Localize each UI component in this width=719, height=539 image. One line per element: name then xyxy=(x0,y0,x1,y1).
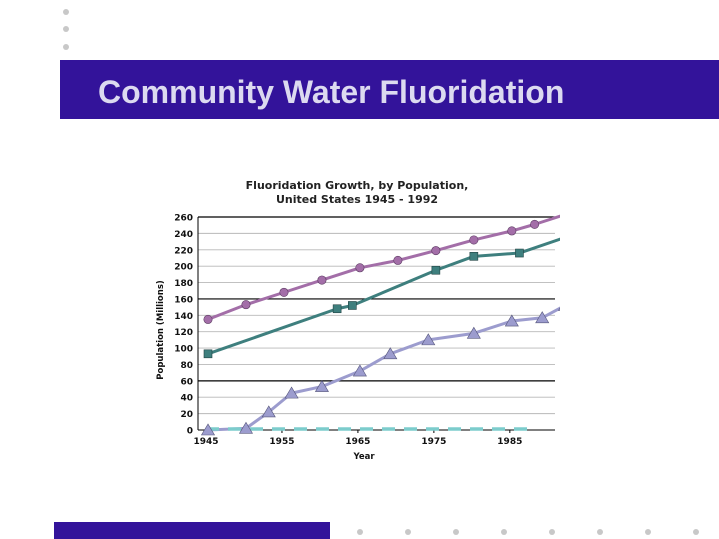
triangle-marker xyxy=(200,423,216,436)
square-marker xyxy=(431,265,441,275)
y-tick-label: 60 xyxy=(180,377,193,387)
y-axis-label: Population (Millions) xyxy=(156,280,166,380)
triangle-marker xyxy=(466,326,481,339)
square-marker xyxy=(348,301,357,310)
series-markers xyxy=(200,219,560,436)
triangle-marker xyxy=(557,307,560,311)
x-tick-label: 1965 xyxy=(345,437,370,447)
circle-marker xyxy=(279,287,289,297)
bottom-dot xyxy=(405,529,411,535)
slide-dot-top xyxy=(63,9,69,15)
bottom-dot xyxy=(357,529,363,535)
square-marker xyxy=(469,252,479,261)
square-marker xyxy=(332,304,342,314)
bottom-dot xyxy=(501,529,507,535)
y-tick-label: 100 xyxy=(174,345,193,355)
title-bar: Community Water Fluoridation xyxy=(60,60,719,119)
triangle-marker xyxy=(352,364,367,377)
triangle-marker xyxy=(383,347,398,360)
bottom-accent-bar xyxy=(54,522,330,539)
square-marker xyxy=(203,349,213,359)
y-tick-label: 80 xyxy=(180,361,193,371)
y-tick-label: 240 xyxy=(174,230,193,240)
slide-dot-lower xyxy=(63,44,69,50)
triangle-marker xyxy=(504,314,519,327)
bottom-dot xyxy=(693,529,699,535)
y-tick-label: 20 xyxy=(180,410,193,420)
circle-marker xyxy=(393,255,403,265)
x-tick-label: 1945 xyxy=(193,437,218,447)
y-axis-ticks: 0 20 40 60 80 100 120 140 160 180 200 220 240 260 xyxy=(174,214,193,437)
triangle-marker xyxy=(238,421,254,434)
triangle-marker xyxy=(535,311,550,324)
circle-marker xyxy=(203,314,213,324)
fluoridation-chart: Fluoridation Growth, by Population, Unit… xyxy=(156,179,560,462)
circle-marker xyxy=(469,235,479,245)
bottom-dot xyxy=(597,529,603,535)
y-tick-label: 260 xyxy=(174,214,193,224)
y-tick-label: 40 xyxy=(180,394,193,404)
x-tick-label: 1955 xyxy=(269,437,294,447)
slide-dot-middle xyxy=(63,26,69,32)
bottom-dot xyxy=(453,529,459,535)
square-marker xyxy=(515,248,524,258)
chart-title-line2: United States 1945 - 1992 xyxy=(276,193,438,206)
triangle-marker xyxy=(421,333,436,346)
y-tick-label: 200 xyxy=(174,263,193,273)
y-tick-label: 0 xyxy=(187,427,193,437)
circle-marker xyxy=(355,263,365,273)
circle-marker xyxy=(317,275,327,285)
x-tick-label: 1985 xyxy=(497,437,522,447)
y-tick-label: 140 xyxy=(174,312,193,322)
triangle-marker xyxy=(284,386,299,399)
y-tick-label: 220 xyxy=(174,246,193,256)
bottom-dot xyxy=(549,529,555,535)
x-axis-label: Year xyxy=(352,452,375,462)
circle-marker xyxy=(431,246,441,256)
series-lines xyxy=(206,214,560,432)
circle-marker xyxy=(507,226,517,236)
triangle-marker xyxy=(261,405,276,418)
circle-marker xyxy=(530,219,540,229)
y-tick-label: 120 xyxy=(174,328,193,338)
bottom-dot xyxy=(645,529,651,535)
triangle-marker xyxy=(314,379,329,392)
series-line-0 xyxy=(207,214,560,321)
y-tick-label: 180 xyxy=(174,279,193,289)
slide-title: Community Water Fluoridation xyxy=(98,74,565,110)
circle-marker xyxy=(241,300,251,310)
chart-title-line1: Fluoridation Growth, by Population, xyxy=(246,179,469,192)
series-line-1 xyxy=(207,237,560,356)
x-tick-label: 1975 xyxy=(421,437,446,447)
y-tick-label: 160 xyxy=(174,295,193,305)
